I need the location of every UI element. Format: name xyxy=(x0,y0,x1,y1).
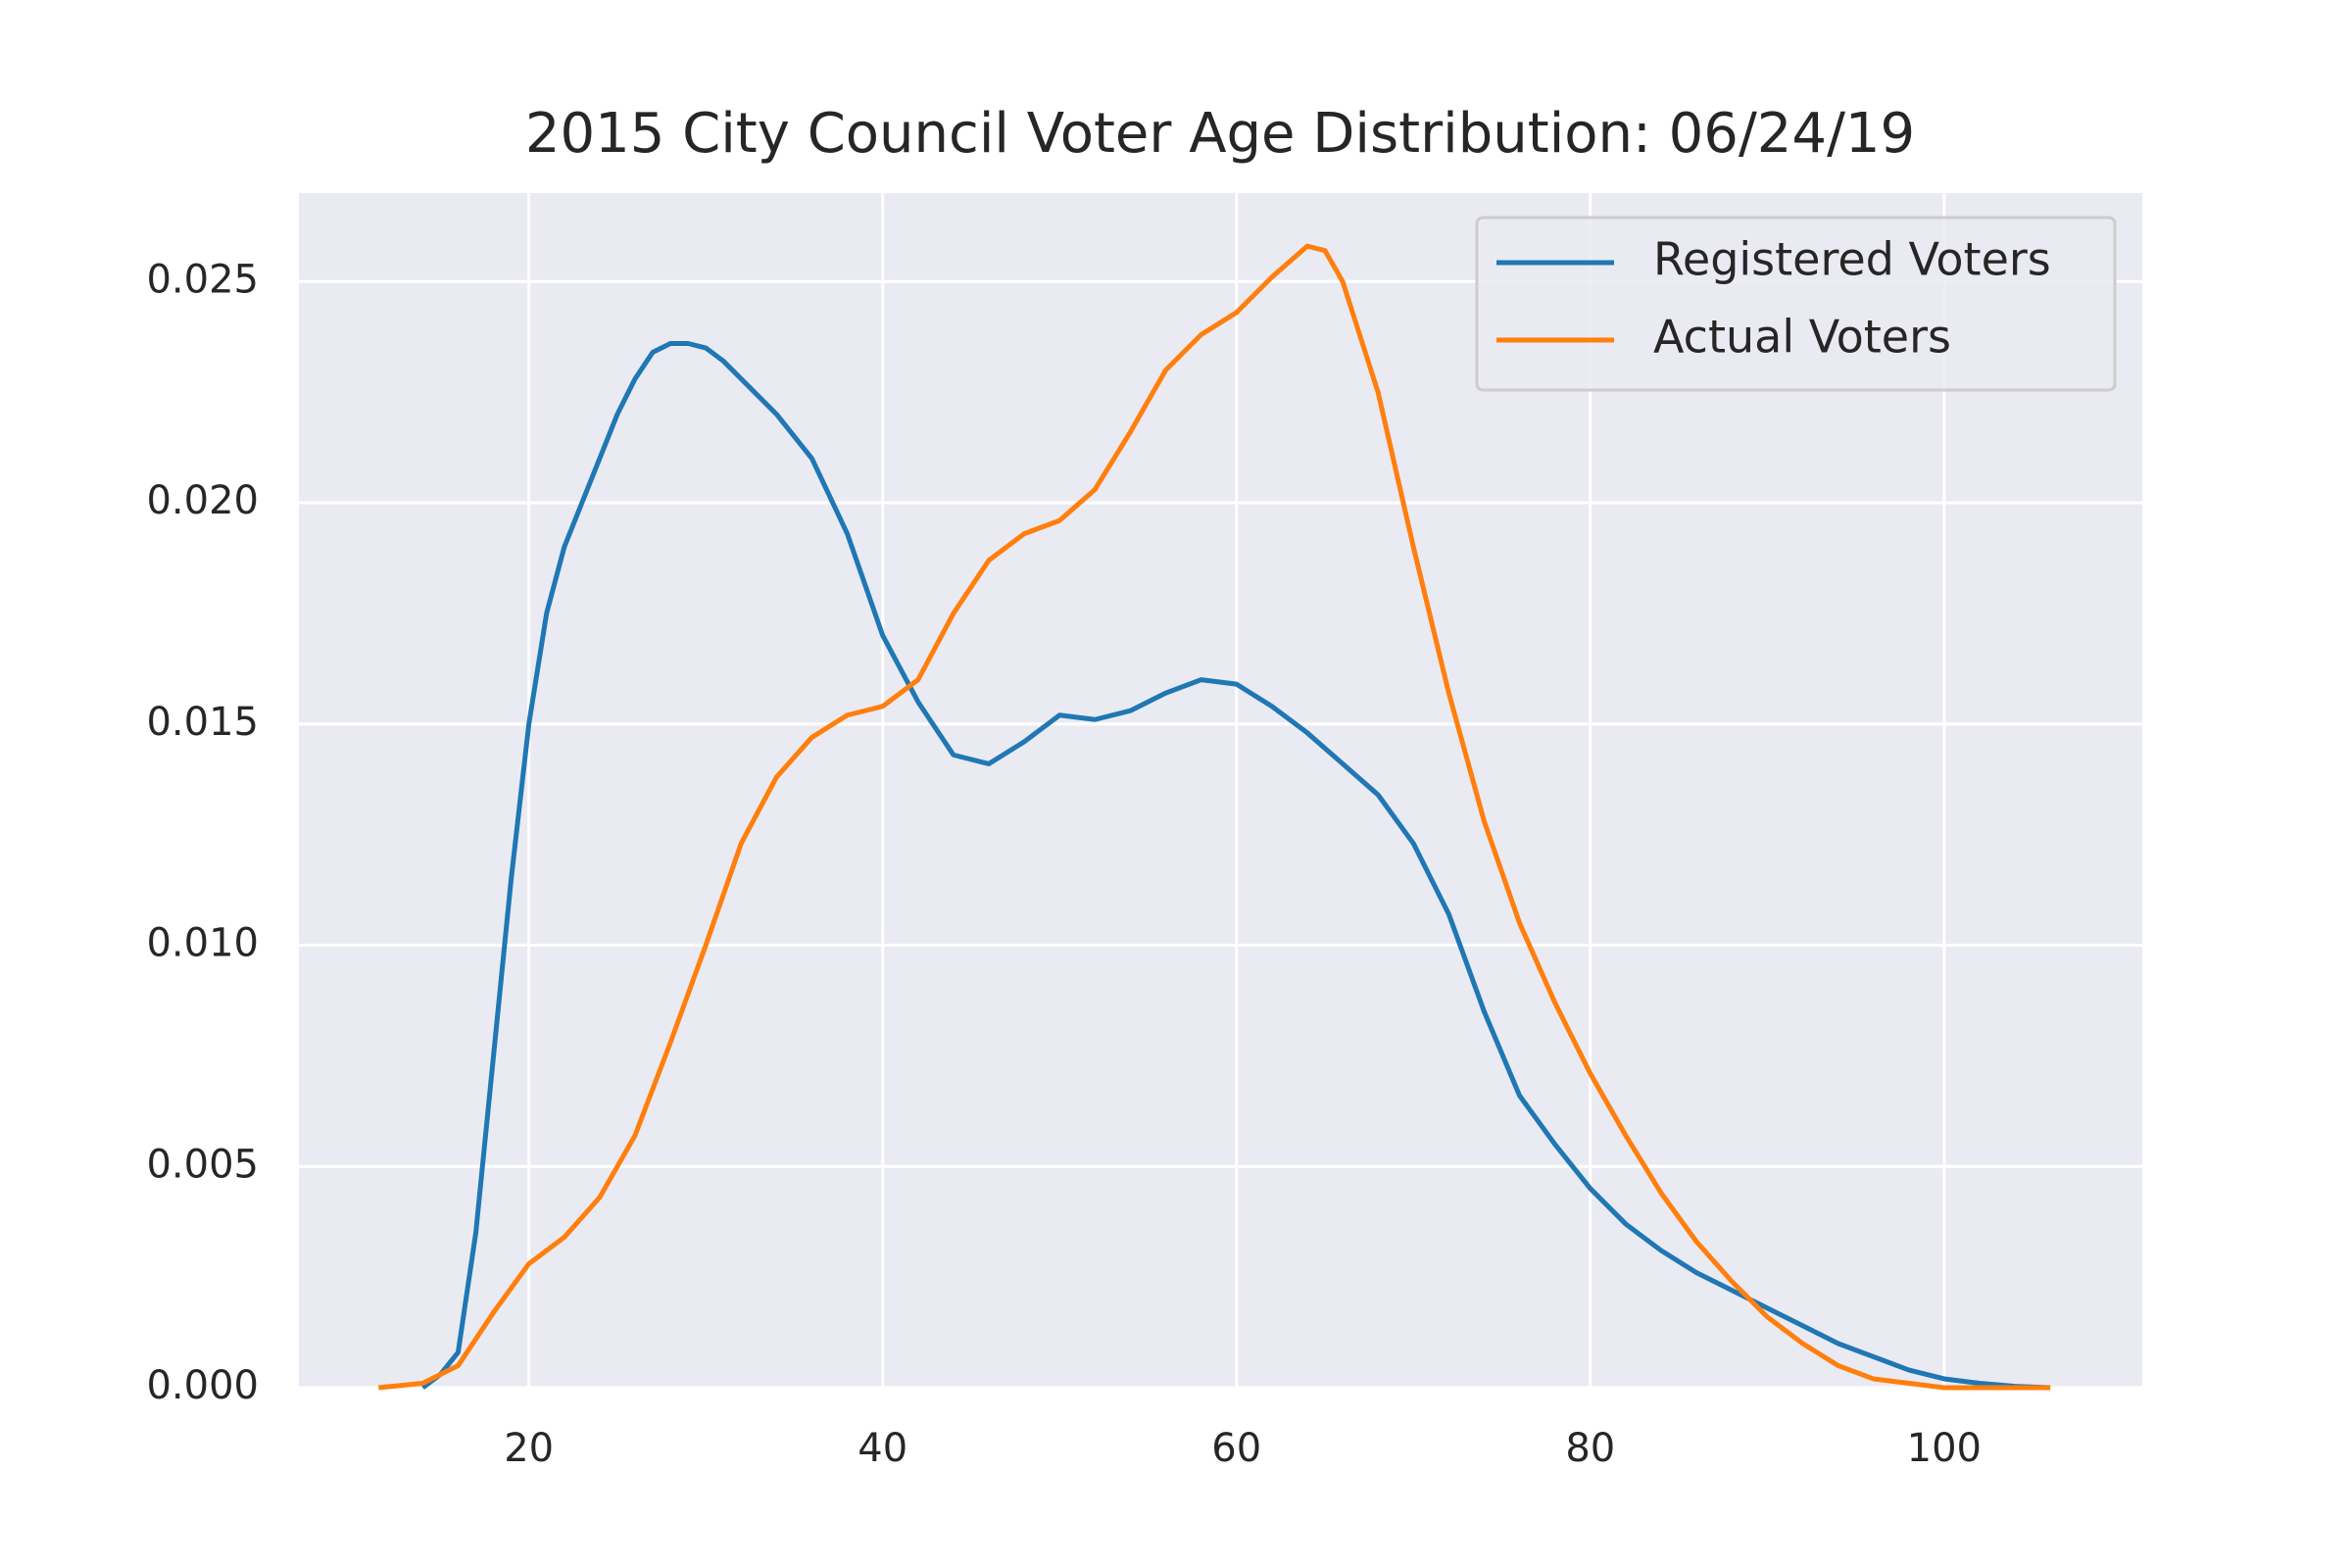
legend: Registered Voters Actual Voters xyxy=(1475,216,2117,392)
y-tick-label: 0.015 xyxy=(146,700,259,745)
x-tick-label: 100 xyxy=(1907,1426,1982,1471)
y-tick-label: 0.010 xyxy=(146,921,259,966)
x-tick-label: 80 xyxy=(1565,1426,1615,1471)
line-series xyxy=(377,243,2051,1391)
y-tick-label: 0.025 xyxy=(146,257,259,302)
x-tick-label: 40 xyxy=(858,1426,907,1471)
y-tick-label: 0.005 xyxy=(146,1142,259,1187)
x-tick-label: 60 xyxy=(1211,1426,1261,1471)
legend-label: Registered Voters xyxy=(1653,233,2051,286)
y-tick-label: 0.020 xyxy=(146,478,259,523)
legend-box xyxy=(1475,216,2117,392)
line-series xyxy=(420,341,2051,1391)
x-tick-label: 20 xyxy=(504,1426,554,1471)
y-tick-label: 0.000 xyxy=(146,1363,259,1408)
lines xyxy=(377,243,2051,1391)
legend-label: Actual Voters xyxy=(1653,311,1951,364)
chart-title: 2015 City Council Voter Age Distribution… xyxy=(525,102,1915,166)
